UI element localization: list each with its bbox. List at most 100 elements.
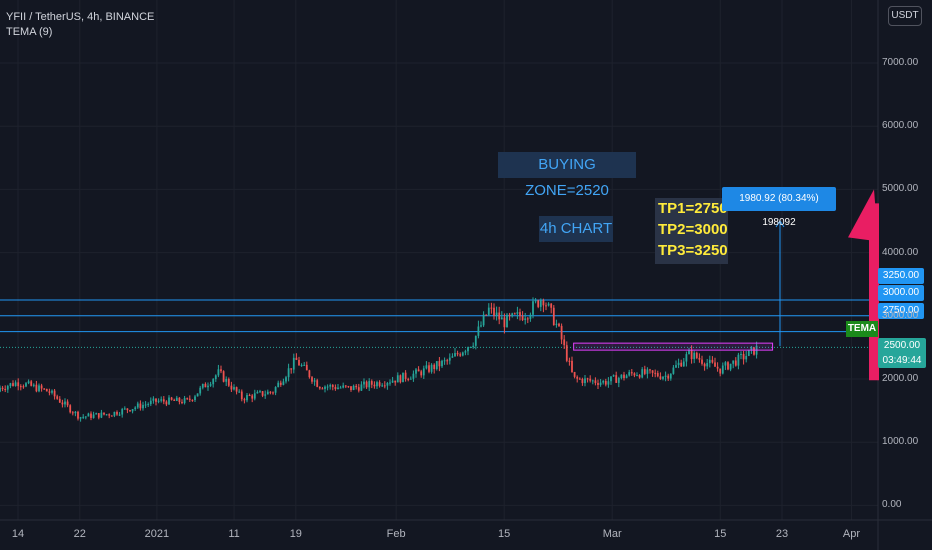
candle-body	[222, 371, 225, 382]
candle-body	[12, 383, 14, 386]
candle-body	[599, 382, 602, 385]
candle-body	[623, 374, 625, 379]
candle-body	[396, 375, 399, 383]
candle-body	[573, 372, 576, 377]
candle-body	[480, 325, 482, 327]
candle-body	[656, 373, 659, 377]
candle-body	[77, 411, 79, 419]
candle-body	[706, 363, 709, 367]
drawings	[573, 189, 879, 381]
symbol-title[interactable]: YFII / TetherUS, 4h, BINANCE	[6, 11, 155, 23]
candle-body	[233, 387, 235, 390]
candle-body	[617, 378, 620, 383]
candle-body	[464, 351, 467, 353]
candle-body	[126, 408, 129, 411]
candle-body	[472, 345, 475, 347]
candle-body	[186, 398, 189, 400]
tema-value-badge: TEMA	[846, 321, 878, 337]
candle-body	[747, 349, 750, 356]
candle-body	[716, 366, 719, 369]
candle-body	[547, 303, 550, 306]
candle-body	[214, 375, 217, 380]
candle-body	[638, 375, 641, 378]
candle-body	[669, 373, 672, 379]
candle-body	[183, 398, 186, 404]
candle-body	[181, 401, 183, 404]
candle-body	[316, 380, 319, 387]
candle-body	[685, 354, 688, 362]
candle-body	[399, 375, 402, 383]
candle-body	[719, 368, 722, 374]
candle-body	[446, 360, 449, 362]
candle-body	[628, 372, 631, 376]
candle-body	[675, 365, 677, 368]
candle-body	[558, 323, 560, 326]
price-tick-label: 4000.00	[882, 246, 919, 258]
targets-label[interactable]: TP1=2750 TP2=3000 TP3=3250	[655, 198, 728, 264]
candle-body	[220, 369, 222, 372]
candle-body	[620, 374, 623, 379]
candle-body	[199, 387, 202, 394]
candle-body	[264, 394, 267, 396]
candle-body	[191, 399, 194, 401]
candle-body	[27, 381, 30, 384]
candle-body	[667, 375, 670, 379]
price-levels	[0, 299, 878, 348]
candle-body	[261, 391, 264, 396]
candle-body	[157, 400, 160, 402]
candle-body	[643, 369, 646, 374]
candle-body	[560, 325, 563, 340]
candle-body	[409, 378, 412, 380]
candle-body	[165, 401, 168, 405]
candle-body	[654, 372, 657, 374]
candle-body	[498, 312, 501, 320]
candle-body	[168, 397, 170, 405]
candle-body	[581, 379, 584, 384]
candle-body	[147, 404, 150, 406]
candle-body	[0, 387, 1, 392]
candle-body	[331, 385, 334, 388]
candle-body	[303, 364, 306, 366]
candle-body	[630, 372, 633, 374]
candle-body	[311, 377, 313, 382]
candle-body	[402, 372, 404, 383]
target-2: TP2=3000	[658, 221, 728, 238]
candle-body	[500, 317, 503, 320]
candle-body	[300, 365, 303, 367]
candle-body	[425, 365, 428, 369]
candle-body	[490, 307, 493, 309]
target-1: TP1=2750	[658, 200, 728, 217]
candle-body	[607, 381, 610, 385]
candle-body	[602, 380, 605, 383]
candle-body	[506, 314, 508, 328]
candle-body	[508, 314, 511, 317]
indicator-title[interactable]: TEMA (9)	[6, 26, 53, 38]
candle-body	[381, 385, 384, 387]
candle-body	[404, 372, 407, 379]
candle-body	[82, 416, 85, 418]
candle-body	[45, 388, 48, 392]
candle-body	[287, 368, 290, 378]
candle-body	[412, 373, 415, 379]
candle-body	[170, 397, 173, 400]
measure-label[interactable]: 1980.92 (80.34%) 198092	[722, 187, 836, 228]
candle-body	[188, 398, 191, 400]
candle-body	[326, 386, 329, 388]
candle-body	[337, 387, 339, 390]
candle-body	[90, 413, 92, 418]
timeframe-label[interactable]: 4h CHART	[539, 216, 613, 242]
candle-body	[14, 382, 17, 386]
time-tick-label: 22	[73, 528, 86, 540]
current-price-tag: 2500.00 03:49:44	[878, 338, 926, 368]
candle-body	[745, 355, 748, 360]
candle-body	[69, 405, 72, 413]
candle-body	[734, 360, 737, 366]
candle-body	[542, 300, 545, 306]
measure-arrow-head	[775, 220, 785, 228]
candle-body	[448, 357, 451, 361]
candle-body	[113, 411, 116, 416]
buying-zone-label[interactable]: BUYING ZONE=2520	[498, 152, 636, 199]
candle-body	[256, 391, 259, 394]
currency-unit-badge[interactable]: USDT	[888, 6, 922, 26]
